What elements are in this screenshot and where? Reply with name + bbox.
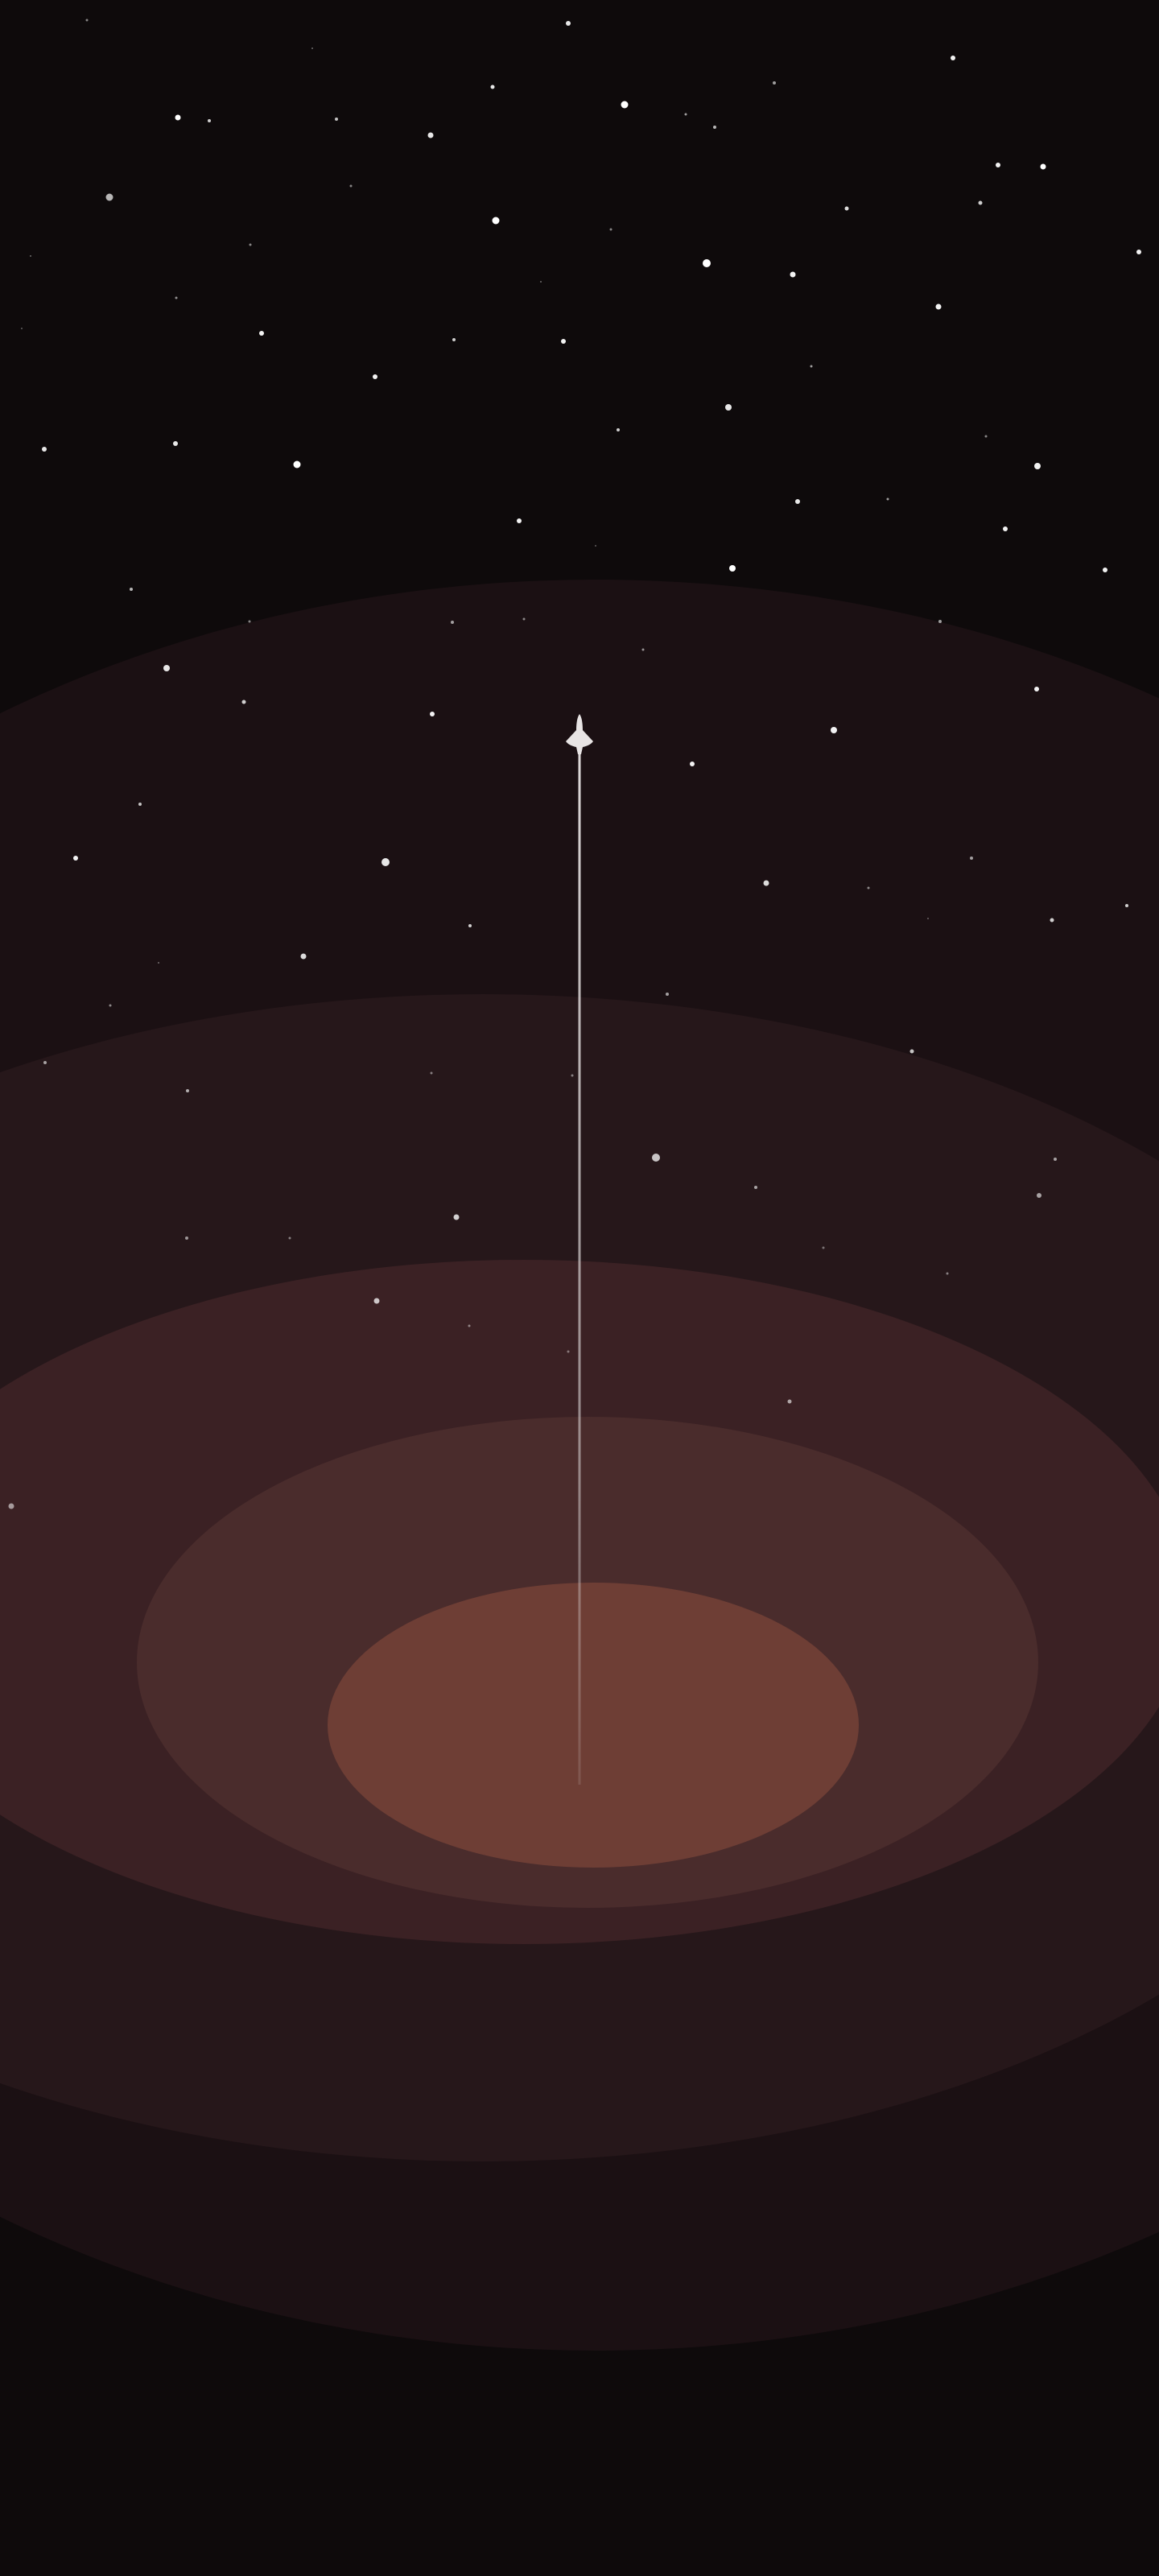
star-icon [173,441,178,446]
star-icon [831,727,837,733]
star-icon [250,244,252,246]
star-icon [773,81,776,85]
star-icon [951,56,955,60]
star-icon [595,545,596,547]
star-icon [868,887,870,890]
star-icon [567,1351,570,1353]
star-icon [382,858,390,866]
star-icon [910,1050,914,1054]
star-icon [1103,568,1107,572]
star-icon [373,374,377,379]
star-icon [823,1247,825,1249]
star-icon [1050,919,1054,923]
star-icon [163,665,170,671]
star-icon [666,993,669,996]
star-icon [249,621,251,623]
star-icon [428,133,434,138]
star-icon [454,1215,460,1220]
star-icon [42,447,47,452]
star-icon [311,47,313,49]
star-icon [979,201,983,205]
star-icon [725,404,732,411]
star-icon [9,1504,14,1509]
star-icon [335,118,338,121]
star-icon [491,85,495,89]
star-icon [431,1072,433,1075]
star-icon [996,163,1000,167]
star-icon [30,255,31,257]
star-icon [685,114,687,116]
star-icon [610,229,612,231]
star-icon [652,1154,660,1162]
star-icon [1034,687,1039,691]
star-icon [936,304,942,310]
star-icon [1125,904,1128,907]
star-icon [109,1005,112,1007]
star-icon [350,185,353,188]
star-icon [468,924,472,927]
star-icon [642,649,645,651]
star-icon [810,365,813,368]
star-icon [493,217,500,225]
star-icon [561,339,566,344]
star-icon [1136,250,1141,254]
star-icon [43,1061,47,1064]
star-icon [21,328,23,329]
star-icon [468,1325,471,1327]
star-icon [185,1236,188,1240]
star-icon [374,1298,380,1304]
star-icon [1037,1193,1041,1198]
star-icon [301,954,307,960]
star-icon [289,1237,291,1240]
star-icon [887,498,889,501]
star-icon [754,1186,757,1189]
star-icon [451,621,454,624]
star-icon [617,428,620,431]
star-icon [571,1075,574,1077]
star-icon [540,281,542,283]
planet-core [328,1583,859,1868]
rocket-trail [579,753,581,1785]
star-icon [158,962,159,964]
star-icon [259,331,264,336]
star-icon [1041,164,1046,170]
star-icon [106,194,113,201]
star-icon [242,700,246,704]
star-icon [729,565,736,572]
star-icon [186,1089,189,1092]
star-icon [523,618,526,621]
star-icon [938,620,942,623]
star-icon [1054,1158,1057,1161]
star-icon [927,918,929,919]
star-icon [138,803,142,806]
star-icon [690,762,695,766]
star-icon [130,588,133,591]
star-icon [845,207,849,211]
star-icon [73,856,78,861]
star-icon [208,119,211,122]
star-icon [566,21,571,26]
star-icon [713,126,716,129]
star-icon [1034,463,1041,469]
star-icon [947,1273,949,1275]
star-icon [985,436,988,438]
star-icon [294,461,301,469]
star-icon [764,881,769,886]
star-icon [1003,526,1008,531]
star-icon [790,272,796,278]
star-icon [517,518,522,523]
star-icon [175,115,181,121]
star-icon [788,1400,792,1404]
star-icon [970,857,973,860]
star-icon [86,19,89,22]
star-icon [175,297,178,299]
star-icon [452,338,456,341]
star-icon [795,499,800,504]
star-icon [703,259,711,267]
star-icon [621,101,629,109]
star-icon [430,712,435,716]
